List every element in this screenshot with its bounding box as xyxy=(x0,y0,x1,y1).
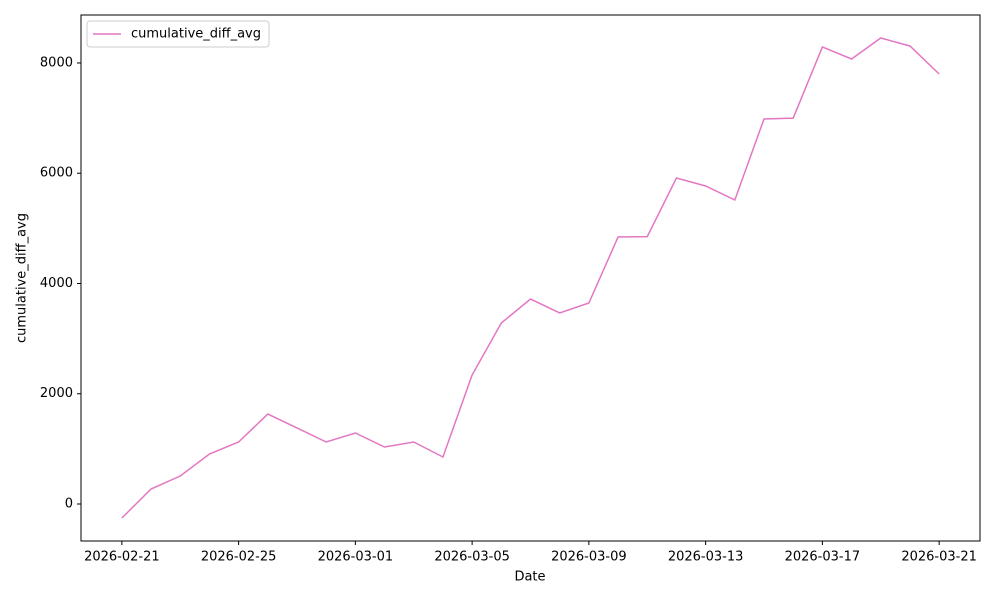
x-tick-label: 2026-02-21 xyxy=(84,550,160,565)
x-tick-label: 2026-03-09 xyxy=(551,550,627,565)
data-line xyxy=(121,37,940,519)
legend-label: cumulative_diff_avg xyxy=(131,27,261,42)
x-tick-label: 2026-03-01 xyxy=(318,550,394,565)
x-tick-label: 2026-02-25 xyxy=(201,550,277,565)
y-axis-label: cumulative_diff_avg xyxy=(15,213,30,343)
y-tick-label: 6000 xyxy=(40,166,73,181)
y-tick-label: 4000 xyxy=(40,276,73,291)
x-tick-label: 2026-03-21 xyxy=(901,550,977,565)
legend-box xyxy=(86,20,270,48)
y-tick-label: 0 xyxy=(65,497,73,512)
y-tick-label: 8000 xyxy=(40,55,73,70)
x-tick-label: 2026-03-05 xyxy=(434,550,510,565)
y-tick-label: 2000 xyxy=(40,386,73,401)
x-tick-label: 2026-03-17 xyxy=(785,550,861,565)
axes-frame xyxy=(80,14,981,542)
x-axis-label: Date xyxy=(514,570,545,585)
x-tick-label: 2026-03-13 xyxy=(668,550,744,565)
